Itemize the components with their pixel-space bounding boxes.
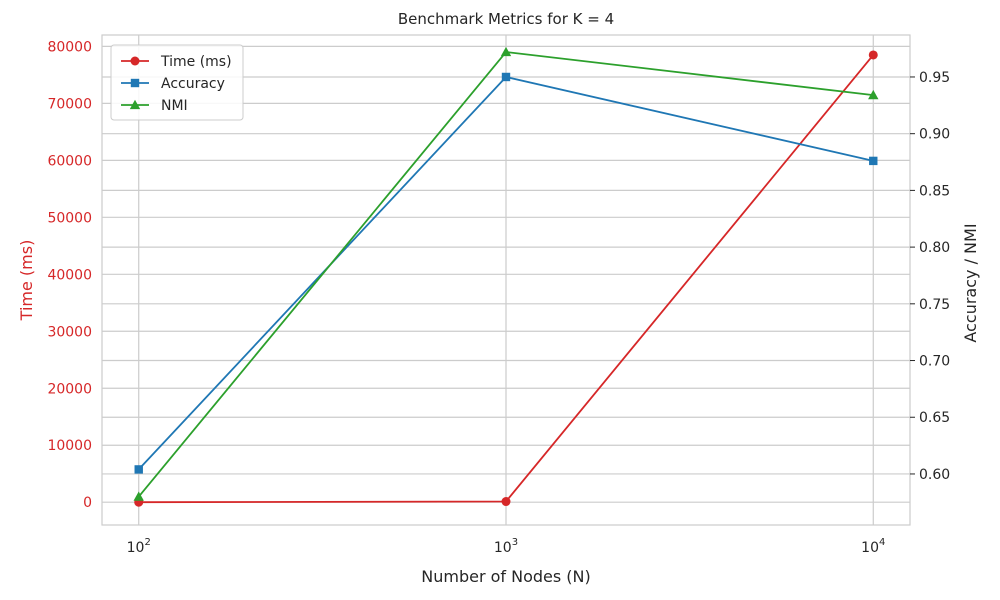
chart-title: Benchmark Metrics for K = 4 [398,10,614,28]
data-point [868,89,879,100]
plot-frame [101,34,911,526]
left-tick-label: 30000 [47,324,92,340]
right-tick-label: 0.65 [919,410,950,426]
data-point [868,50,878,60]
right-tick-label: 0.90 [919,127,950,143]
legend-marker [130,78,140,88]
series-layer [133,46,879,507]
legend-box [110,44,244,121]
left-tick-label: 50000 [47,210,92,226]
right-axis-ticks: 0.60 0.65 0.70 0.75 0.80 0.85 0.90 0.95 [910,70,950,483]
data-point [501,497,511,507]
left-tick-label: 20000 [47,381,92,397]
left-tick-label: 40000 [47,267,92,283]
left-tick-label: 70000 [47,96,92,112]
legend-item: Time (ms) [121,54,232,70]
left-tick-label: 0 [83,495,92,511]
legend-item: Accuracy [121,76,225,92]
data-point [134,465,143,474]
left-axis-label: Time (ms) [17,240,36,322]
left-tick-label: 10000 [47,438,92,454]
legend-label: NMI [161,98,188,114]
right-axis-label: Accuracy / NMI [961,223,980,342]
series-accuracy [134,72,878,474]
data-point [500,46,512,57]
legend-label: Time (ms) [160,54,232,70]
right-tick-label: 0.85 [919,183,950,199]
left-axis-ticks: 0 10000 20000 30000 40000 50000 60000 70000 8000… [47,39,92,511]
data-point [501,72,511,82]
legend-label: Accuracy [161,76,225,92]
left-tick-label: 60000 [47,153,92,169]
right-tick-label: 0.60 [919,467,950,483]
right-tick-label: 0.75 [919,297,950,313]
right-tick-label: 0.95 [919,70,950,86]
right-tick-label: 0.80 [919,240,950,256]
x-tick-label: 102 [127,537,151,556]
legend-marker [129,99,141,110]
left-tick-label: 80000 [47,39,92,55]
legend-item: NMI [121,98,188,114]
right-tick-label: 0.70 [919,354,950,370]
x-axis-ticks: 102 103 104 [127,537,886,556]
data-point [133,491,144,501]
x-tick-label: 103 [494,537,518,556]
legend: Time (ms) Accuracy NMI [110,44,244,121]
x-tick-label: 104 [861,537,885,556]
series-nmi [133,46,879,501]
x-axis-label: Number of Nodes (N) [421,567,591,586]
legend-marker [130,56,140,66]
data-point [869,156,878,166]
